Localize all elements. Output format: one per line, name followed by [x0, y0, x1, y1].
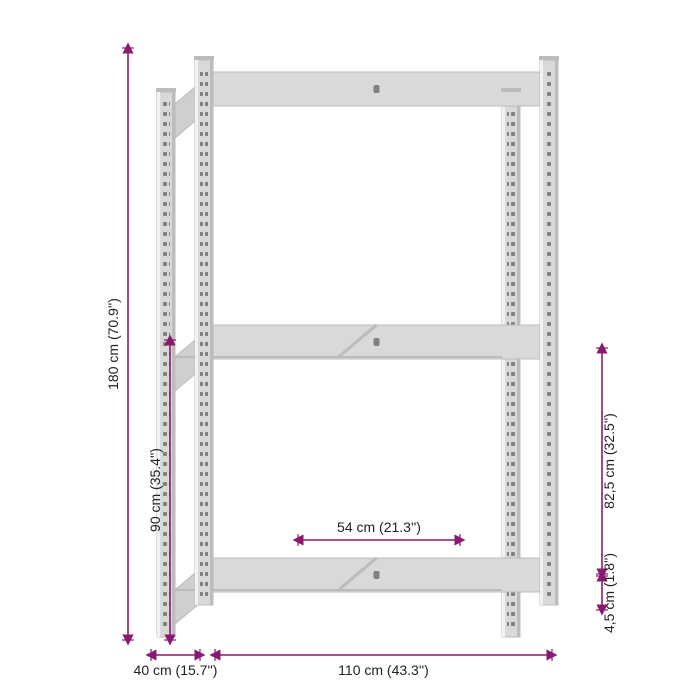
post-cap-back — [156, 88, 176, 92]
post-cap-back — [501, 88, 521, 92]
dim-shelf-thickness: 4,5 cm (1.8'') — [596, 553, 617, 633]
dim-inner-width-label: 54 cm (21.3'') — [337, 519, 421, 535]
post-cap — [539, 56, 559, 60]
diagram-stage: 180 cm (70.9'') 90 cm (35.4'') 82,5 cm (32… — [0, 0, 700, 700]
dim-height-lower-label: 90 cm (35.4'') — [147, 448, 163, 532]
post-back-right — [502, 92, 520, 637]
dim-height-full: 180 cm (70.9'') — [105, 48, 134, 640]
dim-width-label: 110 cm (43.3'') — [338, 662, 429, 678]
shelf-0 — [175, 72, 540, 138]
post-cap — [194, 56, 214, 60]
dimension-diagram: 180 cm (70.9'') 90 cm (35.4'') 82,5 cm (32… — [0, 0, 700, 700]
dim-width: 110 cm (43.3'') — [215, 649, 552, 678]
post-back-left — [157, 92, 175, 637]
dim-shelf-thickness-label: 4,5 cm (1.8'') — [601, 553, 617, 633]
dim-section-height: 82,5 cm (32.5'') — [596, 348, 617, 574]
post-front-left — [195, 60, 213, 605]
shelf-1 — [175, 325, 540, 391]
dim-depth-label: 40 cm (15.7'') — [134, 662, 218, 678]
dim-height-full-label: 180 cm (70.9'') — [105, 298, 121, 390]
dim-inner-width: 54 cm (21.3'') — [298, 519, 460, 546]
post-front-right — [540, 60, 558, 605]
dim-section-height-label: 82,5 cm (32.5'') — [601, 413, 617, 509]
shelving-rack — [156, 56, 559, 637]
shelf-2 — [175, 558, 540, 624]
dim-depth: 40 cm (15.7'') — [134, 649, 218, 678]
